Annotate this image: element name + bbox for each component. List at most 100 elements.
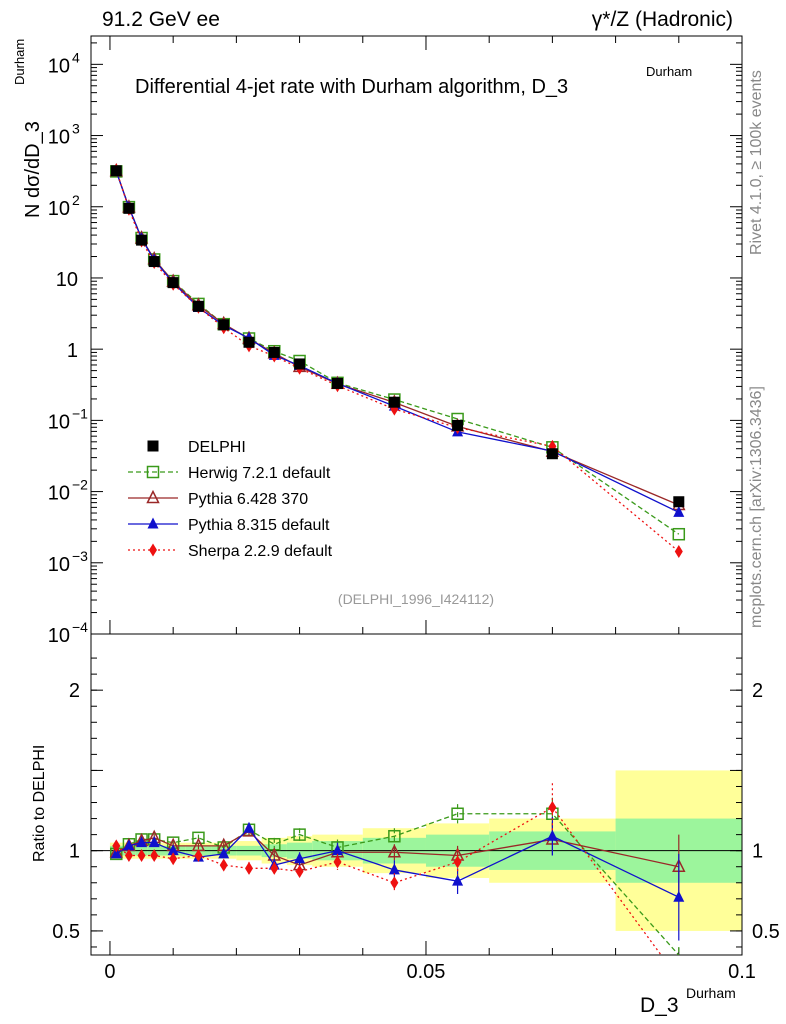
y-tick-label: 10 bbox=[48, 127, 70, 149]
data-point bbox=[243, 336, 255, 348]
data-point bbox=[388, 396, 400, 408]
ratio-point bbox=[333, 855, 342, 869]
ratio-point bbox=[293, 828, 306, 841]
ratio-point bbox=[194, 848, 203, 862]
series-line bbox=[115, 171, 680, 513]
x-axis-label: D_3 bbox=[640, 994, 679, 1017]
y-tick-label: 10 bbox=[48, 483, 70, 505]
legend-marker bbox=[149, 543, 157, 557]
legend-marker bbox=[147, 440, 159, 452]
y-tick-exponent: −2 bbox=[72, 477, 88, 493]
series-point bbox=[674, 545, 683, 559]
data-point bbox=[268, 346, 280, 358]
ratio-point bbox=[218, 847, 230, 859]
ratio-point bbox=[294, 852, 306, 864]
x-tick-label: 0.1 bbox=[728, 961, 756, 983]
data-point bbox=[218, 319, 230, 331]
x-tick-label: 0 bbox=[104, 961, 115, 983]
series-delphi bbox=[110, 165, 685, 508]
legend: DELPHI Herwig 7.2.1 default Pythia 6.428 3… bbox=[128, 439, 333, 560]
legend-marker bbox=[146, 489, 160, 504]
x-tick-label: 0.05 bbox=[407, 961, 446, 983]
ratio-plot-series bbox=[109, 783, 686, 955]
y-tick-label: 1 bbox=[67, 340, 78, 362]
ratio-point bbox=[137, 848, 146, 862]
ratio-point bbox=[270, 861, 279, 875]
data-point bbox=[331, 377, 343, 389]
ratio-tick-label: 0.5 bbox=[752, 921, 780, 943]
y-tick-exponent: −1 bbox=[72, 405, 88, 421]
legend-label: Pythia 6.428 370 bbox=[188, 491, 308, 508]
ratio-point bbox=[112, 839, 121, 853]
ratio-point bbox=[387, 844, 402, 858]
ratio-tick-label: 1 bbox=[69, 841, 80, 863]
ratio-point bbox=[167, 844, 179, 856]
data-point bbox=[136, 234, 148, 246]
ratio-point bbox=[388, 829, 401, 843]
legend-label: Herwig 7.2.1 default bbox=[188, 465, 331, 482]
ratio-point bbox=[123, 839, 135, 851]
ratio-sherpa-2-2-9-default bbox=[112, 783, 662, 955]
ratio-point bbox=[548, 800, 557, 814]
ratio-point bbox=[388, 863, 400, 875]
y-tick-exponent: −4 bbox=[72, 619, 88, 635]
ratio-tick-label: 2 bbox=[752, 680, 763, 702]
main-plot-series bbox=[109, 162, 686, 559]
y-tick-label: 10 bbox=[48, 625, 70, 647]
mcplots-label: mcplots.cern.ch [arXiv:1306.3436] bbox=[748, 386, 765, 628]
ratio-point bbox=[219, 858, 228, 872]
ratio-point bbox=[136, 836, 148, 848]
y-tick-label: 10 bbox=[48, 198, 70, 220]
plot-title: Differential 4-jet rate with Durham algo… bbox=[135, 76, 568, 98]
ratio-tick-label: 2 bbox=[69, 680, 80, 702]
data-point bbox=[546, 448, 558, 460]
ratio-tick-label: 1 bbox=[752, 841, 763, 863]
ratio-point bbox=[451, 807, 464, 821]
series-pythia-6-428-370 bbox=[109, 162, 686, 511]
series-point bbox=[673, 505, 685, 517]
y-tick-label: 10 bbox=[56, 269, 78, 291]
plot-title-sup: Durham bbox=[646, 64, 692, 79]
ratio-y-label: Ratio to DELPHI bbox=[31, 745, 48, 862]
rivet-label: Rivet 4.1.0, ≥ 100k events bbox=[748, 70, 765, 255]
y-tick-exponent: −3 bbox=[72, 548, 88, 564]
header-left: 91.2 GeV ee bbox=[102, 8, 220, 31]
ratio-point bbox=[673, 890, 685, 902]
legend-label: Sherpa 2.2.9 default bbox=[188, 543, 333, 560]
data-point bbox=[192, 300, 204, 312]
ratio-point bbox=[243, 821, 255, 833]
y-tick-label: 10 bbox=[48, 411, 70, 433]
ratio-series-group bbox=[109, 783, 686, 955]
y-tick-exponent: 2 bbox=[72, 192, 80, 208]
y-axis-label-sup: Durham bbox=[12, 39, 27, 85]
y-axis-label: N dσ/dD_3 bbox=[22, 121, 44, 218]
legend-marker bbox=[147, 517, 159, 529]
legend-label: Pythia 8.315 default bbox=[188, 517, 330, 534]
ratio-point bbox=[148, 836, 160, 848]
series-point bbox=[672, 527, 686, 541]
ratio-point bbox=[453, 855, 462, 869]
data-point bbox=[294, 358, 306, 370]
data-point bbox=[148, 256, 160, 268]
reference-label: (DELPHI_1996_I424112) bbox=[338, 591, 494, 607]
legend-marker bbox=[146, 465, 160, 479]
data-point bbox=[110, 165, 122, 177]
data-point bbox=[167, 277, 179, 289]
y-tick-exponent: 4 bbox=[72, 49, 80, 65]
ratio-frame bbox=[90, 633, 743, 956]
ratio-point bbox=[110, 847, 122, 859]
data-point bbox=[123, 202, 135, 214]
ratio-point bbox=[452, 874, 464, 886]
ratio-point bbox=[390, 876, 399, 890]
y-tick-exponent: 3 bbox=[72, 121, 80, 137]
ratio-tick-label: 0.5 bbox=[52, 921, 80, 943]
ratio-point bbox=[245, 861, 254, 875]
ratio-point bbox=[169, 852, 178, 866]
ratio-pythia-8-315-default bbox=[110, 816, 685, 941]
series-herwig-7-2-1-default bbox=[110, 165, 686, 541]
ratio-point bbox=[150, 848, 159, 862]
ratio-point bbox=[546, 829, 558, 841]
data-point bbox=[673, 496, 685, 508]
